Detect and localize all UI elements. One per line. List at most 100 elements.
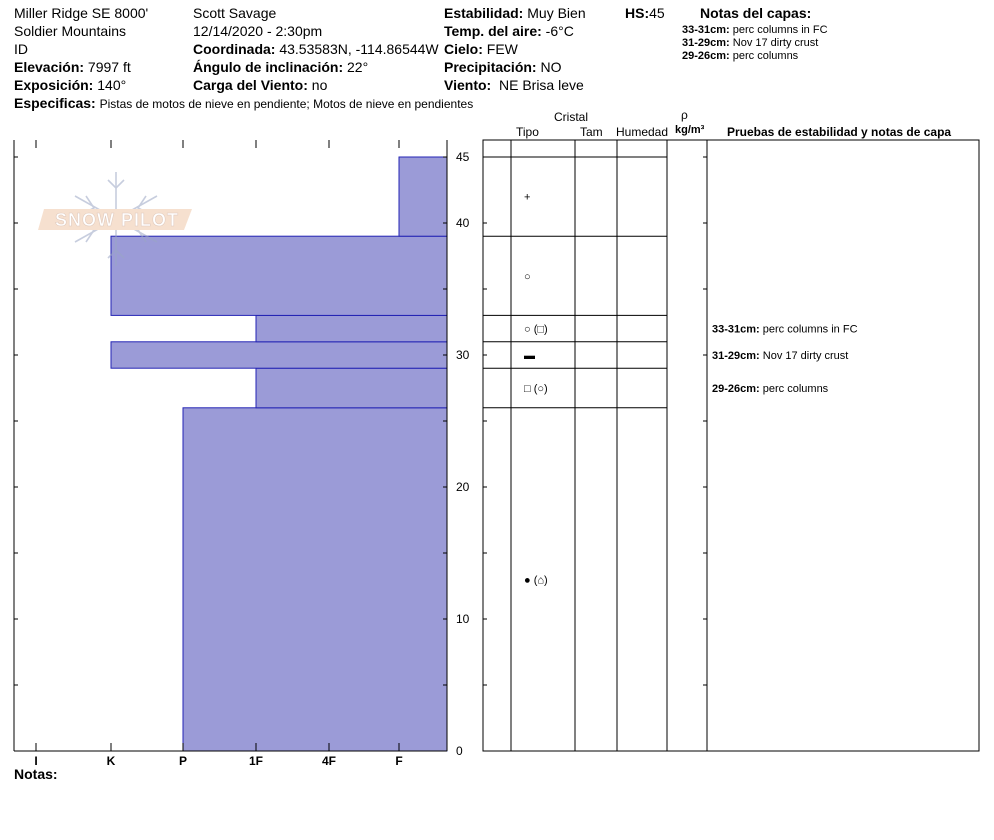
height-label-10: 10 [456, 612, 470, 626]
coordinates-value: 43.53583N, -114.86544W [279, 41, 439, 57]
footer-notes-label: Notas: [14, 766, 58, 782]
elevation-label: Elevación: [14, 59, 85, 75]
specifics-label: Especificas: [14, 95, 96, 111]
layer-notes-title: Notas del capas: [700, 5, 812, 21]
aspect-label: Exposición: [14, 77, 94, 93]
header-note-1-range: 33-31cm: [682, 24, 730, 36]
chart-frame [13, 140, 448, 752]
header-note-2-text: Nov 17 dirty crust [732, 37, 819, 49]
layer-note-2: 31-29cm: Nov 17 dirty crust [712, 350, 848, 362]
logo-banner [38, 209, 192, 230]
hardness-bar-5 [110, 235, 448, 316]
crystal-symbol-3: ○ (□) [524, 324, 548, 336]
logo-text: SNOW PILOT [55, 210, 179, 230]
height-label-0: 0 [456, 744, 463, 758]
precipitation-value: NO [540, 59, 562, 75]
type-header: Tipo [516, 125, 539, 139]
slope-angle-label: Ángulo de inclinación: [193, 59, 344, 75]
wind: Viento: NE Brisa leve [444, 77, 584, 93]
hardness-bar-4 [255, 314, 448, 343]
crystal-header: Cristal [554, 110, 589, 124]
height-label-45: 45 [456, 150, 470, 164]
stability-value: Muy Bien [527, 5, 586, 21]
stability-label: Estabilidad: [444, 5, 524, 21]
slope-angle-value: 22° [347, 59, 369, 75]
moisture-header: Humedad [616, 125, 669, 139]
specifics: Especificas: Pistas de motos de nieve en… [14, 95, 473, 111]
wind-value: NE Brisa leve [498, 77, 584, 93]
hardness-label-P: P [179, 754, 187, 768]
height-label-20: 20 [456, 480, 470, 494]
header-note-1: 33-31cm: perc columns in FC [682, 24, 828, 37]
header-note-3: 29-26cm: perc columns [682, 50, 798, 63]
header-note-3-range: 29-26cm: [682, 50, 730, 62]
layer-note-1: 33-31cm: perc columns in FC [712, 324, 858, 336]
layer-note-range: 31-29cm: [712, 350, 763, 362]
density-unit: kg/m³ [675, 124, 705, 136]
observation-datetime: 12/14/2020 - 2:30pm [193, 23, 323, 39]
layer-note-text: Nov 17 dirty crust [763, 350, 849, 362]
stability: Estabilidad: Muy Bien [444, 5, 586, 21]
state-name: ID [14, 41, 28, 57]
air-temperature: Temp. del aire: -6°C [444, 23, 574, 39]
hardness-label-4F: 4F [322, 754, 336, 768]
range-name: Soldier Mountains [14, 23, 127, 39]
hardness-bar-1 [182, 407, 448, 752]
coordinates: Coordinada: 43.53583N, -114.86544W [193, 41, 439, 57]
layer-note-text: perc columns [763, 383, 829, 395]
location-name: Miller Ridge SE 8000' [14, 5, 149, 21]
elevation-value: 7997 ft [87, 59, 131, 75]
coordinates-label: Coordinada: [193, 41, 276, 57]
specifics-value: Pistas de motos de nieve en pendiente; M… [99, 97, 474, 111]
sky-label: Cielo: [444, 41, 483, 57]
crystal-symbol-4: ▬ [524, 350, 535, 362]
crystal-symbol-1: + [524, 192, 530, 204]
crystal-symbol-6: ● (⌂) [524, 574, 548, 586]
aspect: Exposición: 140° [14, 77, 126, 93]
snow-height-value: 45 [649, 5, 665, 21]
hardness-bars [110, 156, 448, 752]
hardness-label-I: I [34, 754, 37, 768]
tests-header: Pruebas de estabilidad y notas de capa [727, 125, 952, 139]
header-note-1-text: perc columns in FC [732, 24, 828, 36]
hardness-label-1F: 1F [249, 754, 263, 768]
hardness-bar-3 [110, 341, 448, 369]
precipitation: Precipitación: NO [444, 59, 561, 75]
hardness-label-K: K [107, 754, 116, 768]
hardness-bar-6 [398, 156, 448, 237]
chart-axes: 0 10 20 30 40 45 I K P 1F 4F F [14, 140, 707, 768]
observer-name: Scott Savage [193, 5, 277, 21]
sky: Cielo: FEW [444, 41, 518, 57]
sky-value: FEW [486, 41, 518, 57]
elevation: Elevación: 7997 ft [14, 59, 131, 75]
table-border [482, 139, 980, 752]
hardness-bar-2 [255, 367, 448, 409]
precipitation-label: Precipitación: [444, 59, 537, 75]
wind-load-label: Carga del Viento: [193, 77, 308, 93]
snowpilot-watermark: SNOW PILOT [38, 172, 192, 266]
snow-height: HS:45 [625, 5, 665, 21]
layer-note-3: 29-26cm: perc columns [712, 383, 829, 395]
slope-angle: Ángulo de inclinación: 22° [193, 59, 368, 75]
header-note-2: 31-29cm: Nov 17 dirty crust [682, 37, 818, 50]
hardness-label-F: F [395, 754, 402, 768]
layer-note-text: perc columns in FC [763, 324, 858, 336]
header-note-3-text: perc columns [732, 50, 799, 62]
height-label-40: 40 [456, 216, 470, 230]
aspect-value: 140° [97, 77, 127, 93]
crystal-symbol-2: ○ [524, 271, 531, 283]
snow-height-label: HS: [625, 5, 650, 21]
header-note-2-range: 31-29cm: [682, 37, 730, 49]
crystal-table: + ○ ○ (□) ▬ □ (○) ● (⌂) 33-31cm: perc columns … [482, 139, 980, 752]
layer-note-range: 33-31cm: [712, 324, 763, 336]
air-temperature-value: -6°C [545, 23, 574, 39]
wind-load: Carga del Viento: no [193, 77, 327, 93]
density-symbol: ρ [681, 108, 688, 122]
layer-note-range: 29-26cm: [712, 383, 763, 395]
height-label-30: 30 [456, 348, 470, 362]
wind-label: Viento: [444, 77, 492, 93]
wind-load-value: no [311, 77, 328, 93]
size-header: Tam [580, 125, 603, 139]
crystal-symbol-5: □ (○) [524, 383, 548, 395]
